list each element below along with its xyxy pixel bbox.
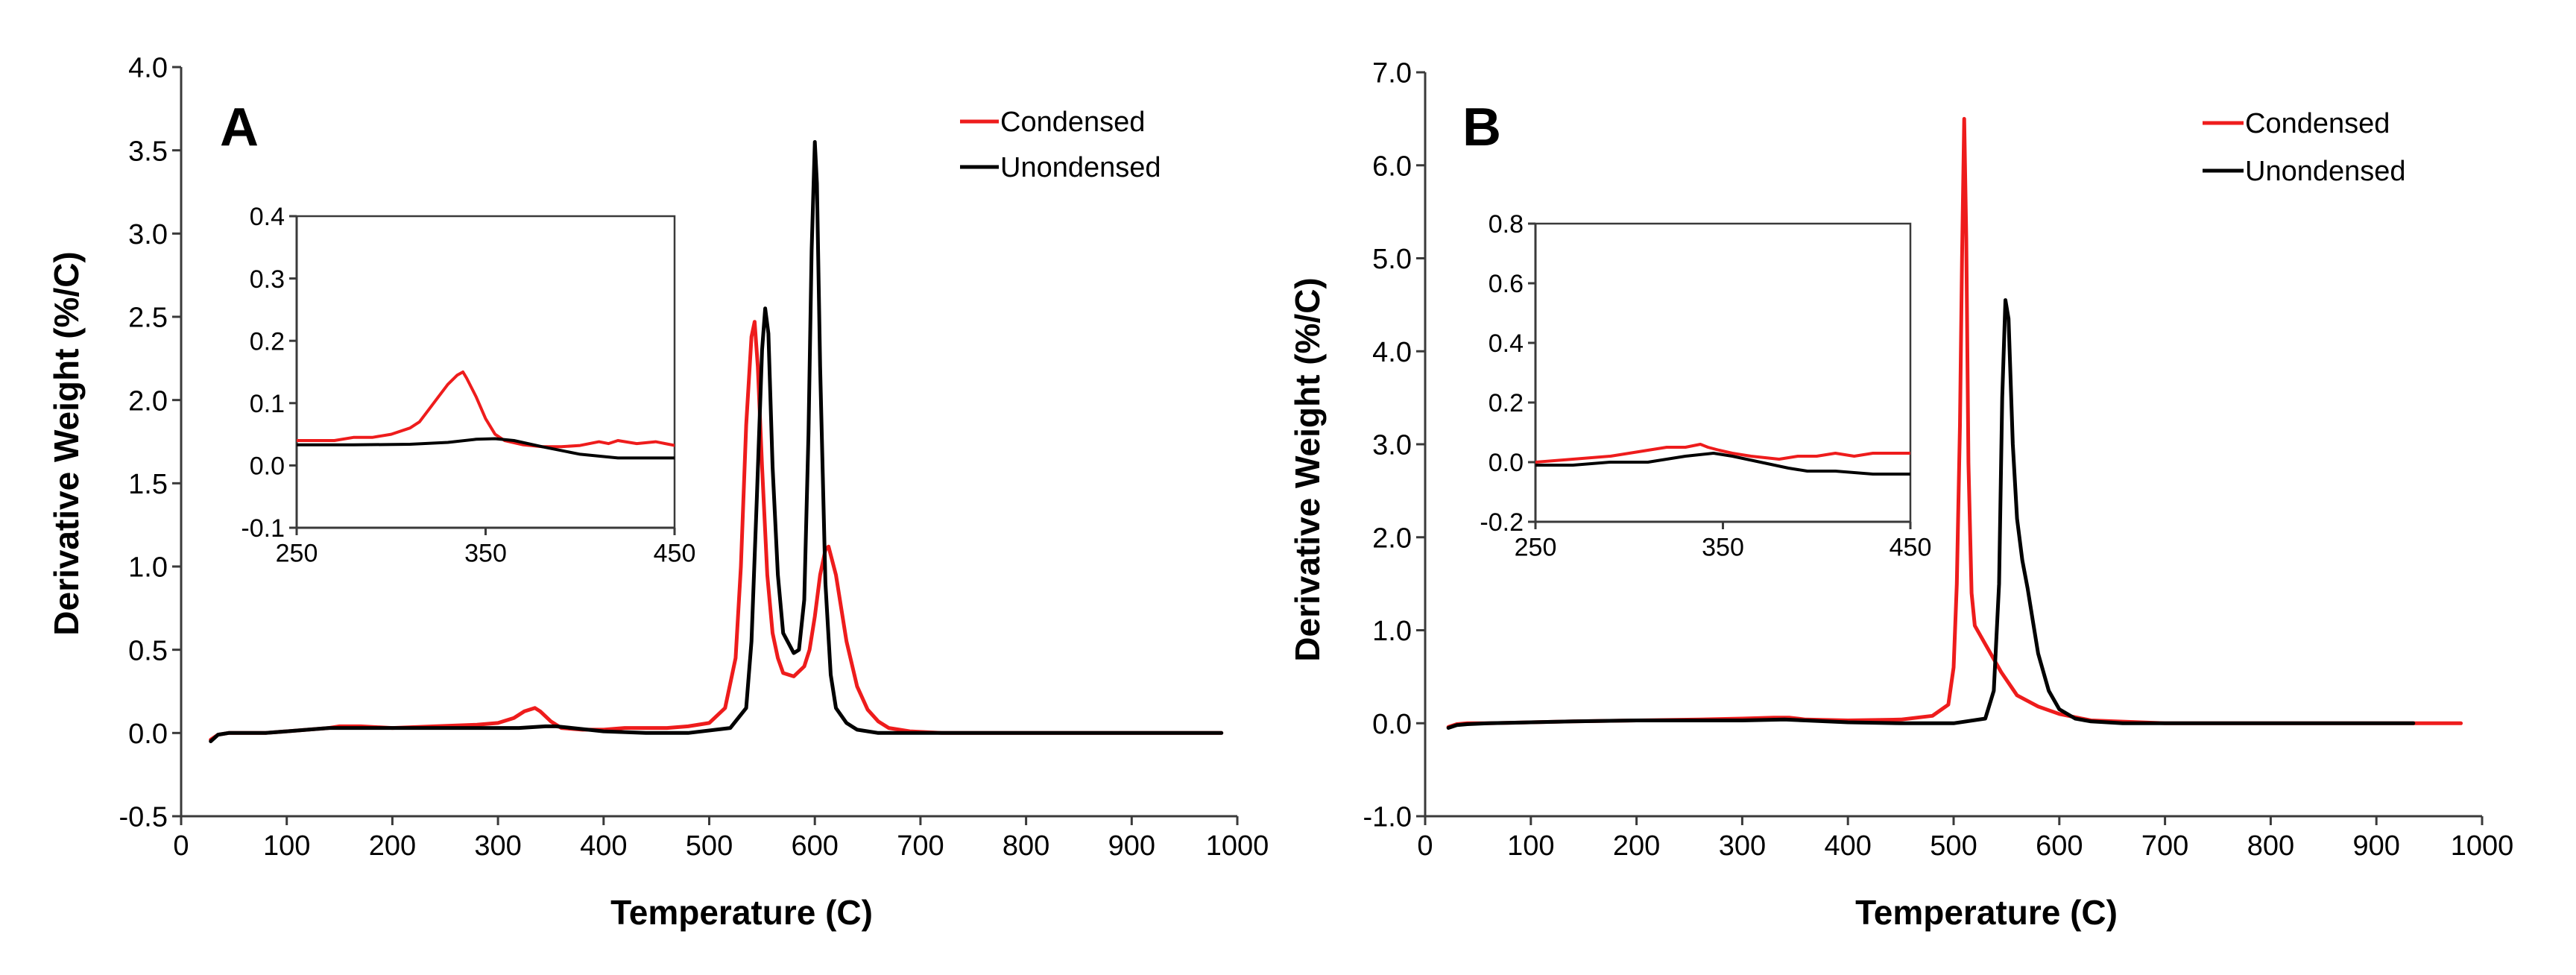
panel-a-y-tick-label: 1.0 bbox=[128, 552, 168, 584]
panel-a-y-tick-label: 3.5 bbox=[128, 136, 168, 167]
panel-b-inset-x-tick-label: 350 bbox=[1702, 534, 1744, 562]
panel-b-xlabel: Temperature (C) bbox=[1855, 893, 2118, 932]
panel-a-x-tick-label: 600 bbox=[791, 830, 838, 862]
panel-b-inset-series-unondensed bbox=[1535, 452, 1910, 476]
panel-a-x-tick-label: 0 bbox=[173, 830, 189, 862]
panel-a-inset-y-tick-label: 0.3 bbox=[250, 265, 285, 294]
panel-b-inset-y-tick-label: 0.0 bbox=[1489, 449, 1524, 477]
panel-a-x-tick-label: 400 bbox=[580, 830, 627, 862]
panel-a-inset-x-tick-label: 450 bbox=[654, 540, 696, 568]
panel-b-inset-x-tick-label: 450 bbox=[1890, 534, 1932, 562]
panel-a-inset-series-condensed bbox=[297, 370, 675, 449]
panel-b-y-tick-label: 5.0 bbox=[1372, 244, 1412, 275]
panel-b-x-tick-label: 600 bbox=[2036, 830, 2083, 862]
panel-b-inset-frame bbox=[1534, 222, 1912, 523]
panel-b-x-tick-label: 500 bbox=[1930, 830, 1977, 862]
panel-a-inset-y-tick-label: -0.1 bbox=[241, 514, 285, 543]
panel-a-x-tick-label: 100 bbox=[263, 830, 310, 862]
legend-condensed-label: Condensed bbox=[1000, 107, 1145, 138]
panel-b-inset-y-tick-label: 0.4 bbox=[1489, 329, 1524, 358]
panel-b-x-tick-label: 0 bbox=[1417, 830, 1433, 862]
panel-b-series bbox=[1446, 116, 2463, 730]
panel-a-x-tick-label: 300 bbox=[474, 830, 521, 862]
panel-b-y-tick-label: -1.0 bbox=[1363, 802, 1412, 833]
panel-a-inset-series bbox=[297, 370, 675, 460]
panel-a-x-tick-label: 900 bbox=[1108, 830, 1155, 862]
legend-condensed-label: Condensed bbox=[2245, 108, 2390, 139]
panel-b-y-tick-label: 7.0 bbox=[1372, 58, 1412, 89]
panel-b-label: B bbox=[1462, 98, 1501, 157]
panel-a-x-tick-label: 700 bbox=[897, 830, 944, 862]
panel-a: 250 350 450 -0.1 0.0 0.1 0.2 0.3 0.4 0 100 200 300 4… bbox=[47, 53, 1269, 932]
panel-a-y-tick-label: 3.0 bbox=[128, 219, 168, 250]
panel-a-ylabel: Derivative Weight (%/C) bbox=[47, 251, 86, 635]
panel-b-y-tick-label: 4.0 bbox=[1372, 337, 1412, 368]
legend-uncondensed-label: Unondensed bbox=[1000, 152, 1161, 183]
panel-a-inset-y-tick-label: 0.0 bbox=[250, 452, 285, 481]
panel-b-legend: Condensed Unondensed bbox=[2203, 108, 2406, 187]
panel-a-inset-series-unondensed bbox=[297, 437, 675, 460]
panel-b-y-tick-label: 1.0 bbox=[1372, 616, 1412, 647]
panel-a-inset-y-tick-label: 0.4 bbox=[250, 203, 285, 231]
panel-a-y-tick-label: 2.0 bbox=[128, 385, 168, 417]
panel-b: 250 350 450 -0.2 0.0 0.2 0.4 0.6 0.8 0 100 200 300 4… bbox=[1288, 58, 2513, 932]
panel-b-x-tick-label: 100 bbox=[1507, 830, 1554, 862]
panel-b-inset-y-tick-label: 0.2 bbox=[1489, 389, 1524, 417]
panel-b-axes: 0 100 200 300 400 500 600 700 800 900 1000 -1.0 0.0 1… bbox=[1363, 58, 2514, 862]
panel-a-inset-x-tick-label: 250 bbox=[276, 540, 318, 568]
panel-b-series-unondensed bbox=[1446, 298, 2416, 730]
panel-b-y-tick-label: 3.0 bbox=[1372, 430, 1412, 461]
panel-a-y-tick-label: 0.0 bbox=[128, 719, 168, 750]
panel-a-y-tick-label: 4.0 bbox=[128, 53, 168, 84]
panel-a-legend: Condensed Unondensed bbox=[960, 107, 1161, 183]
panel-b-inset-series-condensed bbox=[1535, 443, 1910, 464]
panel-a-y-tick-label: 2.5 bbox=[128, 303, 168, 334]
panel-b-ylabel: Derivative Weight (%/C) bbox=[1288, 277, 1327, 661]
panel-b-inset-y-tick-label: 0.8 bbox=[1489, 210, 1524, 239]
panel-b-x-tick-label: 700 bbox=[2141, 830, 2188, 862]
panel-b-inset-y-tick-label: 0.6 bbox=[1489, 270, 1524, 298]
panel-a-inset-y-tick-label: 0.1 bbox=[250, 390, 285, 418]
panel-b-x-tick-label: 200 bbox=[1613, 830, 1660, 862]
panel-a-axes: 0 100 200 300 400 500 600 700 800 900 1000 -0.5 0.0 0… bbox=[119, 53, 1269, 862]
panel-a-xlabel: Temperature (C) bbox=[610, 893, 873, 932]
panel-a-x-tick-label: 800 bbox=[1003, 830, 1049, 862]
panel-a-inset: 250 350 450 -0.1 0.0 0.1 0.2 0.3 0.4 bbox=[241, 203, 695, 567]
panel-b-inset-x-tick-label: 250 bbox=[1515, 534, 1557, 562]
panel-b-inset-series bbox=[1535, 443, 1910, 476]
panel-b-y-tick-label: 6.0 bbox=[1372, 151, 1412, 182]
panel-a-y-tick-label: 1.5 bbox=[128, 469, 168, 500]
panel-a-x-tick-label: 500 bbox=[686, 830, 733, 862]
panel-a-series-unondensed bbox=[209, 140, 1224, 743]
panel-a-y-tick-label: 0.5 bbox=[128, 635, 168, 666]
panel-b-inset: 250 350 450 -0.2 0.0 0.2 0.4 0.6 0.8 bbox=[1480, 210, 1931, 561]
panel-a-x-tick-label: 200 bbox=[369, 830, 416, 862]
panel-a-series bbox=[209, 140, 1224, 743]
panel-b-inset-y-tick-label: -0.2 bbox=[1480, 508, 1524, 537]
panel-a-inset-frame bbox=[295, 215, 676, 529]
panel-a-x-tick-label: 1000 bbox=[1206, 830, 1269, 862]
panel-b-x-tick-label: 1000 bbox=[2451, 830, 2514, 862]
panel-b-x-tick-label: 400 bbox=[1824, 830, 1871, 862]
panel-b-x-tick-label: 300 bbox=[1719, 830, 1766, 862]
panel-a-inset-x-tick-label: 350 bbox=[464, 540, 507, 568]
panel-a-inset-y-tick-label: 0.2 bbox=[250, 327, 285, 356]
legend-uncondensed-label: Unondensed bbox=[2245, 156, 2406, 187]
panel-a-label: A bbox=[220, 98, 259, 157]
panel-b-y-tick-label: 0.0 bbox=[1372, 709, 1412, 740]
panel-b-x-tick-label: 800 bbox=[2247, 830, 2294, 862]
panel-b-y-tick-label: 2.0 bbox=[1372, 523, 1412, 554]
panel-a-y-tick-label: -0.5 bbox=[119, 802, 168, 833]
panel-b-x-tick-label: 900 bbox=[2352, 830, 2399, 862]
